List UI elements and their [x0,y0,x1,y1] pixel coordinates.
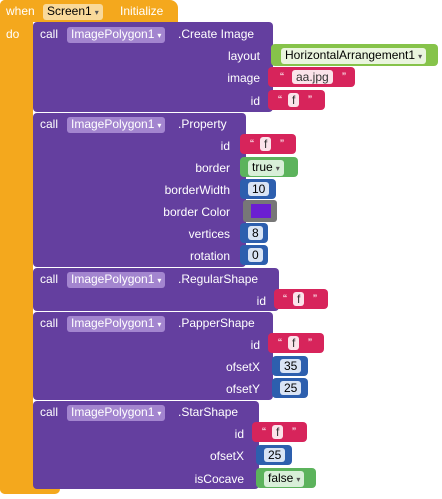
text-value-id[interactable]: f [288,93,300,107]
boolean-block-iscocave[interactable]: false ▾ [256,468,316,488]
number-value-rotation[interactable]: 0 [248,248,263,262]
text-value-id[interactable]: f [293,292,305,306]
number-value-borderwidth[interactable]: 10 [248,182,270,196]
boolean-value-text: false [268,471,294,485]
boolean-value-iscocave[interactable]: false ▾ [264,471,305,487]
param-label-id: id [234,427,244,441]
quote-open-icon: “ [283,292,287,306]
param-label-layout: layout [227,49,260,63]
text-block-id[interactable]: “ f ” [268,90,325,110]
text-block-id[interactable]: “ f ” [252,422,307,442]
chevron-down-icon: ▾ [157,31,162,40]
boolean-block-border[interactable]: true ▾ [240,157,298,177]
chevron-down-icon: ▾ [157,121,162,130]
text-value-image[interactable]: aa.jpg [292,70,333,84]
number-block-borderwidth[interactable]: 10 [240,179,276,199]
quote-close-icon: ” [308,93,312,107]
component-label: ImagePolygon1 [71,117,155,131]
call-keyword: call [40,316,59,330]
text-value-id[interactable]: f [288,336,300,350]
component-label: ImagePolygon1 [71,27,155,41]
quote-close-icon: ” [292,425,296,439]
quote-close-icon: ” [313,292,317,306]
param-label-iscocave: isCocave [194,472,244,486]
param-label-vertices: vertices [188,227,230,241]
chevron-down-icon: ▾ [157,409,162,418]
color-block-border-color[interactable] [243,200,277,222]
text-block-id[interactable]: “ f ” [274,289,328,309]
component-value-layout[interactable]: HorizontalArrangement1 ▾ [281,48,427,64]
param-label-border: border [195,161,230,175]
number-block-ofsetx[interactable]: 35 [272,356,308,376]
quote-close-icon: ” [342,70,346,84]
param-label-image: image [227,71,260,85]
component-value-text: HorizontalArrangement1 [285,48,416,62]
when-keyword: when [6,4,35,18]
param-label-id: id [250,338,260,352]
component-dropdown[interactable]: ImagePolygon1 ▾ [67,272,166,288]
quote-close-icon: ” [308,336,312,350]
param-label-id: id [250,94,260,108]
chevron-down-icon: ▾ [418,52,423,61]
method-name: .RegularShape [178,272,259,286]
quote-open-icon: “ [278,336,282,350]
chevron-down-icon: ▾ [275,164,280,173]
param-label-ofsetx: ofsetX [225,360,260,374]
param-label-rotation: rotation [189,249,230,263]
quote-open-icon: “ [280,70,284,84]
param-label-ofsetx: ofsetX [209,449,244,463]
method-name: .StarShape [178,405,239,419]
component-dropdown[interactable]: ImagePolygon1 ▾ [67,316,166,332]
boolean-value-text: true [252,160,273,174]
event-block-body[interactable] [0,0,33,494]
number-value-ofsetx[interactable]: 25 [264,448,286,462]
param-label-ofsety: ofsetY [225,382,260,396]
param-label-id: id [256,294,266,308]
param-label-borderwidth: borderWidth [164,183,230,197]
number-value-ofsety[interactable]: 25 [280,381,302,395]
method-name: .Create Image [178,27,255,41]
text-block-id[interactable]: “ f ” [240,134,296,154]
text-value-id[interactable]: f [260,137,272,151]
component-dropdown[interactable]: ImagePolygon1 ▾ [67,117,166,133]
do-keyword: do [6,27,20,41]
number-block-ofsetx[interactable]: 25 [256,445,292,465]
property-block[interactable] [33,113,246,267]
chevron-down-icon: ▾ [157,320,162,329]
component-label: ImagePolygon1 [71,272,155,286]
number-block-ofsety[interactable]: 25 [272,378,308,398]
number-value-ofsetx[interactable]: 35 [280,359,302,373]
quote-close-icon: ” [280,137,284,151]
number-value-vertices[interactable]: 8 [248,226,263,240]
color-swatch [251,204,271,218]
call-keyword: call [40,117,59,131]
call-keyword: call [40,272,59,286]
component-block-layout[interactable]: HorizontalArrangement1 ▾ [271,44,438,66]
call-keyword: call [40,405,59,419]
quote-open-icon: “ [262,425,266,439]
param-label-id: id [220,139,230,153]
quote-open-icon: “ [278,93,282,107]
screen-component-dropdown[interactable]: Screen1 ▾ [43,4,103,20]
quote-open-icon: “ [250,137,254,151]
chevron-down-icon: ▾ [157,276,162,285]
component-label: ImagePolygon1 [71,405,155,419]
event-name: Initialize [120,4,164,18]
chevron-down-icon: ▾ [94,8,99,17]
text-block-id[interactable]: “ f ” [268,333,324,353]
boolean-value-border[interactable]: true ▾ [248,160,284,176]
number-block-rotation[interactable]: 0 [240,245,268,265]
param-label-border-color: border Color [163,205,230,219]
component-label: ImagePolygon1 [71,316,155,330]
call-keyword: call [40,27,59,41]
text-block-image[interactable]: “ aa.jpg ” [268,67,355,87]
text-value-id[interactable]: f [272,425,284,439]
component-dropdown[interactable]: ImagePolygon1 ▾ [67,27,166,43]
method-name: .PapperShape [178,316,255,330]
component-dropdown[interactable]: ImagePolygon1 ▾ [67,405,166,421]
number-block-vertices[interactable]: 8 [240,223,268,243]
screen-component-label: Screen1 [47,4,92,18]
chevron-down-icon: ▾ [296,475,301,484]
method-name: .Property [178,117,227,131]
